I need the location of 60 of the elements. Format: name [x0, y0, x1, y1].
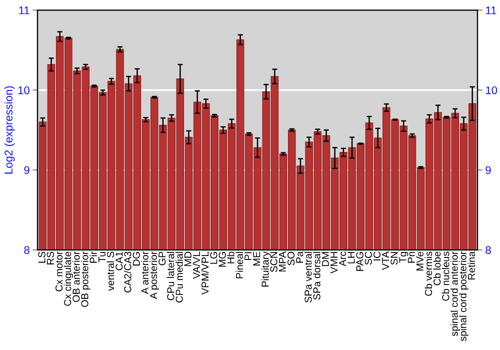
y2-tick-label: 8: [486, 246, 491, 254]
x-tick-label: CPu medial: [175, 252, 183, 302]
x-tick-label: Cb lobe: [433, 252, 441, 286]
y-axis-title: Log2 (expression): [4, 86, 15, 174]
x-tick-label: spinal cord posterior: [459, 251, 468, 342]
x-tick-label: PI: [244, 252, 252, 260]
x-tick-label: Tu: [98, 252, 106, 262]
x-tick-label: SCN: [270, 252, 278, 272]
x-tick-label: CA2/CA3: [124, 252, 132, 292]
x-tick-label: SC: [364, 252, 372, 265]
x-tick-label: Tg: [399, 252, 408, 263]
y-tick-label: 10: [18, 86, 30, 94]
x-tick-label: OB anterior: [72, 251, 80, 302]
x-tick-label: MG: [218, 252, 226, 267]
x-tick-label: GP: [158, 252, 166, 266]
x-tick-label: VTA: [382, 251, 389, 270]
x-tick-label: VMH: [330, 252, 338, 274]
x-tick-label: Cb nucleus: [442, 252, 450, 301]
x-tick-label: Cb vermis: [424, 252, 432, 296]
x-tick-label: CPu lateral: [166, 252, 174, 300]
x-tick-label: SPa ventral: [304, 252, 312, 303]
x-tick-label: Hb: [227, 252, 234, 264]
x-tick-label: MPA: [278, 251, 286, 272]
x-tick-label: A anterior: [141, 251, 148, 294]
x-tick-label: ventral S: [106, 252, 114, 291]
x-tick-label: Arc: [339, 252, 346, 266]
y2-tick-label: 11: [486, 6, 496, 14]
x-tick-label: CA1: [116, 252, 123, 270]
x-tick-label: Pir: [90, 251, 97, 263]
x-tick-label: VPM/VPL: [201, 252, 209, 295]
x-tick-label: Cx motor: [55, 251, 63, 292]
x-tick-label: SO: [287, 252, 295, 266]
x-tick-label: Cx cingulate: [64, 252, 74, 306]
y-tick-label: 9: [24, 166, 30, 174]
x-tick-label: Pa: [296, 251, 304, 263]
x-tick-label: LG: [210, 252, 218, 264]
x-tick-label: IC: [373, 252, 380, 260]
x-tick-label: Pituitary: [261, 251, 271, 287]
x-tick-label: Retina: [468, 251, 476, 280]
x-tick-label: ME: [253, 252, 260, 266]
y2-tick-label: 10: [486, 86, 498, 94]
x-tick-label: MVe: [416, 252, 424, 270]
x-tick-label: DM: [322, 252, 329, 266]
y-tick-label: 8: [24, 246, 30, 254]
x-tick-label: LH: [348, 252, 355, 264]
x-tick-label: spinal cord anterior: [450, 251, 460, 336]
x-tick-label: OB posterior: [80, 251, 90, 307]
x-tick-label: DG: [132, 252, 140, 266]
x-tick-label: Pineal: [236, 252, 243, 278]
x-tick-label: SN: [390, 252, 398, 265]
x-tick-label: MD: [184, 252, 192, 266]
x-tick-label: LS: [38, 252, 46, 263]
x-tick-label: SPa dorsal: [312, 252, 320, 300]
x-tick-label: PAG: [356, 252, 364, 271]
y2-tick-label: 9: [486, 166, 491, 174]
x-tick-label: VA/VL: [192, 252, 200, 279]
x-tick-label: RS: [46, 252, 54, 264]
y-tick-label: 11: [19, 6, 30, 14]
x-tick-label: A posterior: [150, 251, 160, 300]
x-tick-label: Pn: [408, 252, 415, 263]
